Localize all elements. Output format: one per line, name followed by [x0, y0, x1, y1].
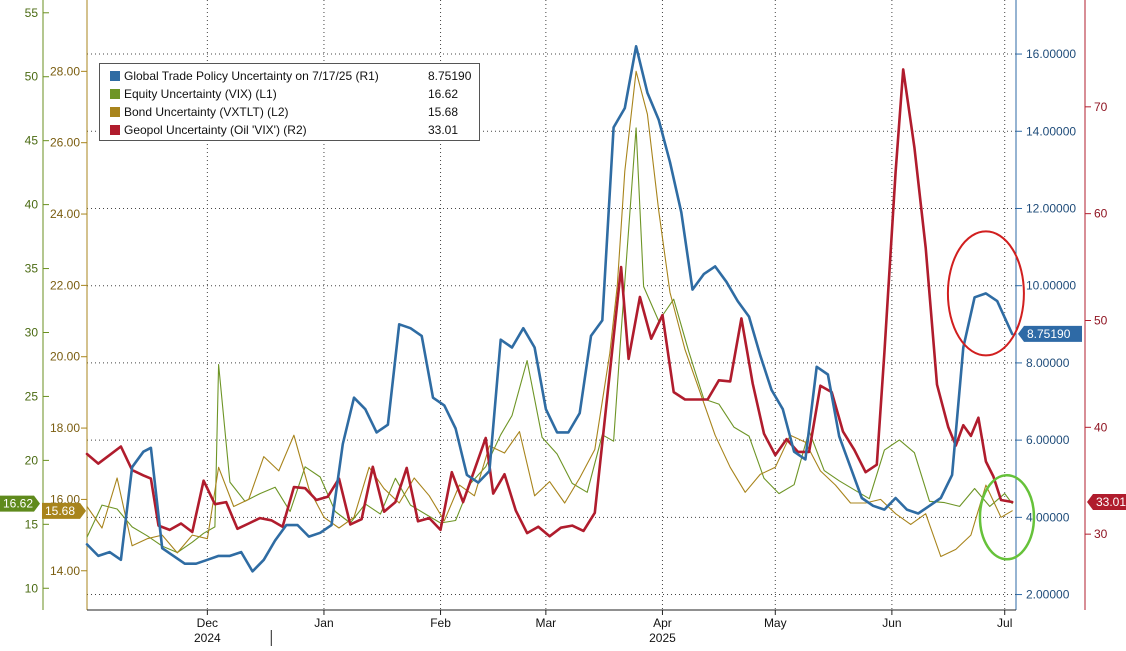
last-value-label-r2: 33.01: [1096, 495, 1126, 509]
legend: Global Trade Policy Uncertainty on 7/17/…: [99, 63, 480, 141]
legend-value: 8.75190: [428, 69, 472, 83]
l1-tick-label: 45: [25, 134, 39, 148]
legend-label: Equity Uncertainty (VIX) (L1): [124, 87, 277, 101]
l1-tick-label: 55: [25, 6, 39, 20]
legend-label: Geopol Uncertainty (Oil 'VIX') (R2): [124, 123, 307, 137]
x-tick-label: Apr: [653, 616, 672, 630]
legend-value: 33.01: [428, 123, 459, 137]
r2-tick-label: 30: [1094, 527, 1108, 541]
l2-tick-label: 28.00: [50, 64, 80, 78]
l2-tick-label: 26.00: [50, 136, 80, 150]
l1-tick-label: 10: [25, 581, 39, 595]
green-highlight-circle: [978, 474, 1036, 561]
l1-tick-label: 50: [25, 70, 39, 84]
legend-swatch: [110, 125, 120, 135]
l2-tick-label: 22.00: [50, 278, 80, 292]
last-value-label-l1: 16.62: [3, 497, 33, 511]
annotation-layer: [946, 230, 1036, 561]
r1-tick-label: 2.00000: [1026, 588, 1070, 602]
legend-swatch: [110, 89, 120, 99]
series-line-0: [85, 45, 1014, 573]
x-tick-label: Dec: [197, 616, 218, 630]
x-tick-label: Jan: [314, 616, 333, 630]
legend-swatch: [110, 71, 120, 81]
legend-value: 16.62: [428, 87, 459, 101]
l1-tick-label: 20: [25, 453, 39, 467]
x-tick-label: May: [764, 616, 787, 630]
r1-tick-label: 6.00000: [1026, 433, 1070, 447]
last-value-tag-r1: [1018, 325, 1082, 342]
axes-layer: 1015202530354045505514.0016.0018.0020.00…: [25, 0, 1108, 646]
x-tick-label: Feb: [430, 616, 451, 630]
r1-tick-label: 8.00000: [1026, 356, 1070, 370]
l2-tick-label: 20.00: [50, 350, 80, 364]
legend-swatch: [110, 107, 120, 117]
r2-tick-label: 40: [1094, 420, 1108, 434]
red-highlight-circle: [946, 230, 1025, 357]
last-value-tag-l1: [0, 495, 40, 512]
legend-value: 15.68: [428, 105, 459, 119]
r1-tick-label: 14.00000: [1026, 124, 1076, 138]
x-tick-label: Jun: [882, 616, 901, 630]
l1-tick-label: 15: [25, 517, 39, 531]
l2-tick-label: 24.00: [50, 207, 80, 221]
last-value-label-l2: 15.68: [45, 504, 75, 518]
series-layer: [85, 45, 1014, 573]
r1-tick-label: 4.00000: [1026, 510, 1070, 524]
r2-tick-label: 50: [1094, 313, 1108, 327]
l1-tick-label: 40: [25, 198, 39, 212]
series-line-1: [86, 127, 1013, 554]
year-label: 2025: [649, 631, 676, 645]
x-tick-label: Jul: [997, 616, 1012, 630]
legend-label: Global Trade Policy Uncertainty on 7/17/…: [124, 69, 379, 83]
year-label: 2024: [194, 631, 221, 645]
r1-tick-label: 12.00000: [1026, 201, 1076, 215]
legend-label: Bond Uncertainty (VXTLT) (L2): [124, 105, 289, 119]
r2-tick-label: 60: [1094, 207, 1108, 221]
series-line-2: [86, 70, 1013, 558]
series-line-3: [85, 68, 1014, 538]
l1-tick-label: 30: [25, 325, 39, 339]
last-value-label-r1: 8.75190: [1027, 327, 1071, 341]
r1-tick-label: 16.00000: [1026, 47, 1076, 61]
r1-tick-label: 10.00000: [1026, 279, 1076, 293]
l1-tick-label: 25: [25, 389, 39, 403]
last-value-tag-l2: [42, 502, 86, 519]
last-value-tag-r2: [1087, 493, 1126, 510]
x-tick-label: Mar: [536, 616, 557, 630]
l2-tick-label: 14.00: [50, 564, 80, 578]
l1-tick-label: 35: [25, 262, 39, 276]
l2-tick-label: 18.00: [50, 421, 80, 435]
tag-layer: 16.62 15.68 8.75190 33.01: [0, 325, 1126, 519]
r2-tick-label: 70: [1094, 100, 1108, 114]
